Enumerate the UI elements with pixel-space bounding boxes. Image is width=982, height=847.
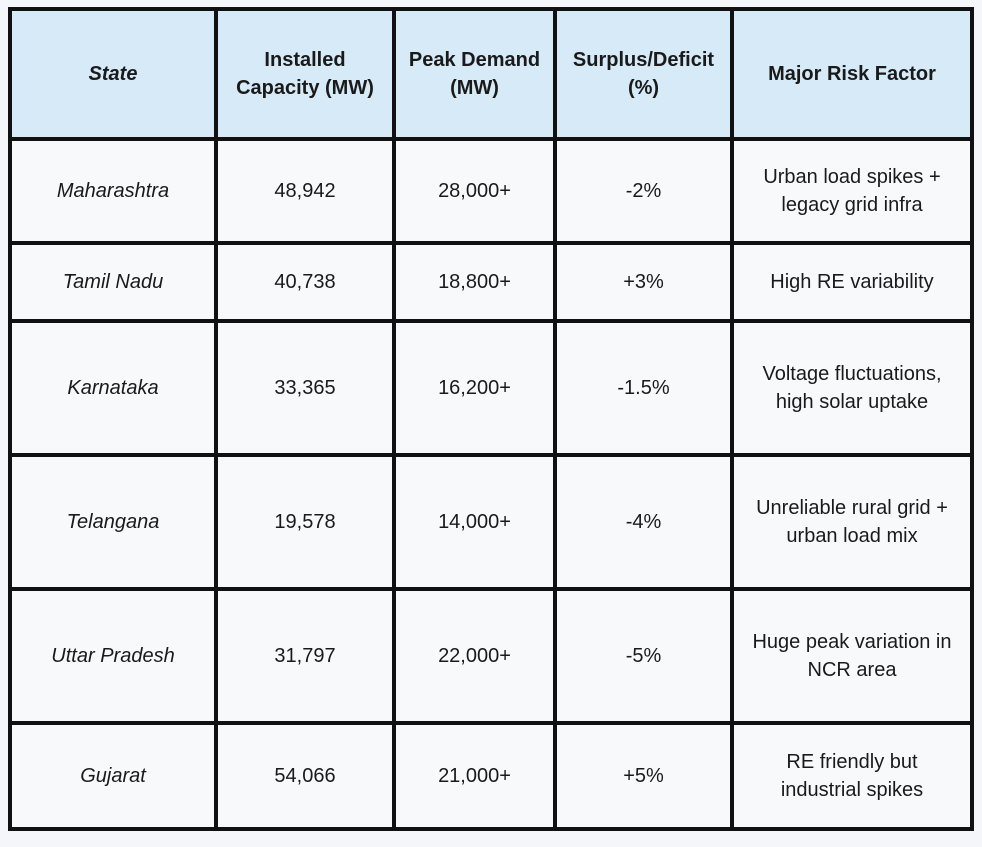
cell-state: Telangana xyxy=(8,453,218,591)
header-surplus-deficit: Surplus/Deficit (%) xyxy=(553,7,734,141)
header-peak-demand: Peak Demand (MW) xyxy=(392,7,557,141)
cell-surplus: +3% xyxy=(553,241,734,323)
cell-risk: High RE variability xyxy=(730,241,974,323)
header-state: State xyxy=(8,7,218,141)
cell-risk: Urban load spikes + legacy grid infra xyxy=(730,137,974,245)
cell-capacity: 48,942 xyxy=(214,137,396,245)
cell-state: Maharashtra xyxy=(8,137,218,245)
header-installed-capacity: Installed Capacity (MW) xyxy=(214,7,396,141)
header-row: State Installed Capacity (MW) Peak Deman… xyxy=(8,7,974,141)
cell-demand: 16,200+ xyxy=(392,319,557,457)
cell-demand: 28,000+ xyxy=(392,137,557,245)
cell-capacity: 40,738 xyxy=(214,241,396,323)
cell-state: Uttar Pradesh xyxy=(8,587,218,725)
table-row: Tamil Nadu 40,738 18,800+ +3% High RE va… xyxy=(8,241,974,323)
cell-state: Karnataka xyxy=(8,319,218,457)
table-row: Telangana 19,578 14,000+ -4% Unreliable … xyxy=(8,453,974,591)
cell-capacity: 54,066 xyxy=(214,721,396,831)
table-row: Gujarat 54,066 21,000+ +5% RE friendly b… xyxy=(8,721,974,831)
power-table-container: State Installed Capacity (MW) Peak Deman… xyxy=(8,7,974,831)
cell-surplus: +5% xyxy=(553,721,734,831)
table-row: Uttar Pradesh 31,797 22,000+ -5% Huge pe… xyxy=(8,587,974,725)
cell-state: Tamil Nadu xyxy=(8,241,218,323)
cell-risk: RE friendly but industrial spikes xyxy=(730,721,974,831)
cell-capacity: 19,578 xyxy=(214,453,396,591)
table-row: Maharashtra 48,942 28,000+ -2% Urban loa… xyxy=(8,137,974,245)
cell-surplus: -2% xyxy=(553,137,734,245)
cell-surplus: -4% xyxy=(553,453,734,591)
cell-state: Gujarat xyxy=(8,721,218,831)
cell-demand: 22,000+ xyxy=(392,587,557,725)
cell-demand: 14,000+ xyxy=(392,453,557,591)
cell-risk: Voltage fluctuations, high solar uptake xyxy=(730,319,974,457)
cell-demand: 18,800+ xyxy=(392,241,557,323)
cell-surplus: -1.5% xyxy=(553,319,734,457)
table-row: Karnataka 33,365 16,200+ -1.5% Voltage f… xyxy=(8,319,974,457)
cell-capacity: 31,797 xyxy=(214,587,396,725)
state-power-table: State Installed Capacity (MW) Peak Deman… xyxy=(8,7,974,831)
cell-capacity: 33,365 xyxy=(214,319,396,457)
cell-risk: Unreliable rural grid + urban load mix xyxy=(730,453,974,591)
cell-demand: 21,000+ xyxy=(392,721,557,831)
cell-surplus: -5% xyxy=(553,587,734,725)
cell-risk: Huge peak variation in NCR area xyxy=(730,587,974,725)
header-major-risk-factor: Major Risk Factor xyxy=(730,7,974,141)
